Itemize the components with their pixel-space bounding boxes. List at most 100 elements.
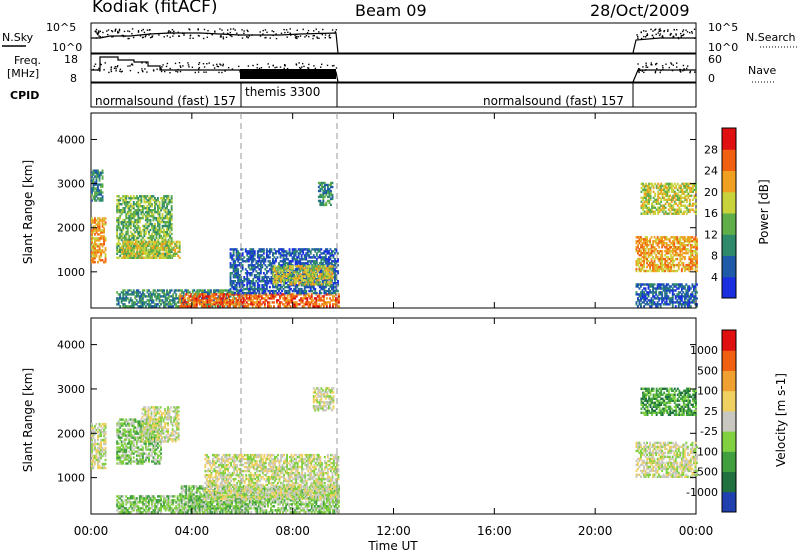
echo-cell [662,267,665,271]
echo-cell [164,224,167,228]
echo-cell [156,252,158,255]
echo-cell [100,237,102,240]
echo-cell [253,264,256,267]
echo-cell [648,194,650,197]
echo-cell [170,224,173,228]
echo-cell [282,248,285,251]
echo-cell [132,244,135,248]
echo-cell [281,289,283,293]
echo-cell [282,252,285,255]
echo-cell [679,204,682,207]
echo-cell [140,299,143,302]
echo-cell [167,209,170,212]
echo-cell [136,242,139,246]
echo-cell [167,291,170,294]
nave-point [662,68,664,71]
echo-cell [267,260,270,263]
echo-cell [160,246,163,250]
echo-cell [662,242,665,245]
echo-cell [154,295,156,298]
echo-cell [144,295,147,298]
echo-cell [324,258,327,261]
echo-cell [151,248,154,252]
echo-cell [289,281,291,284]
echo-cell [98,249,101,252]
echo-cell [144,201,147,204]
echo-cell [300,293,303,296]
nave-point [284,69,286,71]
echo-cell [101,175,104,178]
echo-cell [679,263,682,267]
echo-cell [101,245,104,248]
echo-cell [137,207,140,210]
echo-cell [644,236,647,239]
echo-cell [253,291,256,295]
echo-cell [640,285,642,288]
echo-cell [331,269,334,272]
nave-point [174,62,177,65]
echo-cell [289,299,292,302]
echo-cell [157,293,159,296]
echo-cell [308,265,311,268]
echo-cell [295,275,298,278]
echo-cell [290,254,292,257]
echo-cell [218,293,221,296]
echo-cell [226,301,228,304]
echo-cell [170,226,173,230]
echo-cell [148,293,150,296]
nsearch-point [663,30,666,32]
echo-cell [317,277,320,280]
echo-cell [688,204,691,207]
echo-cell [231,285,234,289]
echo-cell [312,303,315,306]
echo-cell [660,208,663,211]
echo-cell [94,239,96,242]
echo-cell [229,293,231,296]
echo-cell [284,264,286,267]
echo-cell [656,255,659,259]
echo-cell [166,291,168,294]
echo-cell [293,281,296,284]
nsearch-point [95,31,97,33]
echo-cell [214,301,216,304]
echo-cell [217,295,220,298]
echo-cell [143,199,146,202]
echo-cell [277,269,279,272]
echo-cell [148,222,150,226]
echo-cell [317,267,320,270]
echo-cell [670,263,673,267]
echo-cell [145,246,148,250]
echo-cell [238,276,241,279]
echo-cell [143,295,146,298]
echo-cell [284,258,286,261]
echo-cell [133,252,136,255]
echo-cell [657,192,660,195]
echo-cell [138,230,141,234]
echo-cell [273,297,275,300]
echo-cell [231,284,234,287]
echo-cell [181,299,184,302]
echo-cell [149,228,152,232]
echo-cell [671,261,674,265]
nsearch-point [321,33,324,36]
echo-cell [300,289,303,293]
echo-cell [98,255,101,258]
echo-cell [147,244,149,248]
echo-cell [323,187,326,191]
echo-cell [647,250,650,253]
echo-cell [643,204,646,207]
echo-cell [300,262,303,265]
echo-cell [269,256,271,259]
echo-cell [254,305,257,308]
echo-cell [655,238,658,241]
echo-cell [155,218,158,222]
echo-cell [148,303,150,306]
echo-cell [129,205,132,208]
echo-cell [306,299,309,302]
echo-cell [203,291,206,294]
echo-cell [140,301,143,304]
echo-cell [240,287,243,291]
echo-cell [247,258,250,261]
echo-cell [301,283,304,286]
echo-cell [160,234,162,238]
